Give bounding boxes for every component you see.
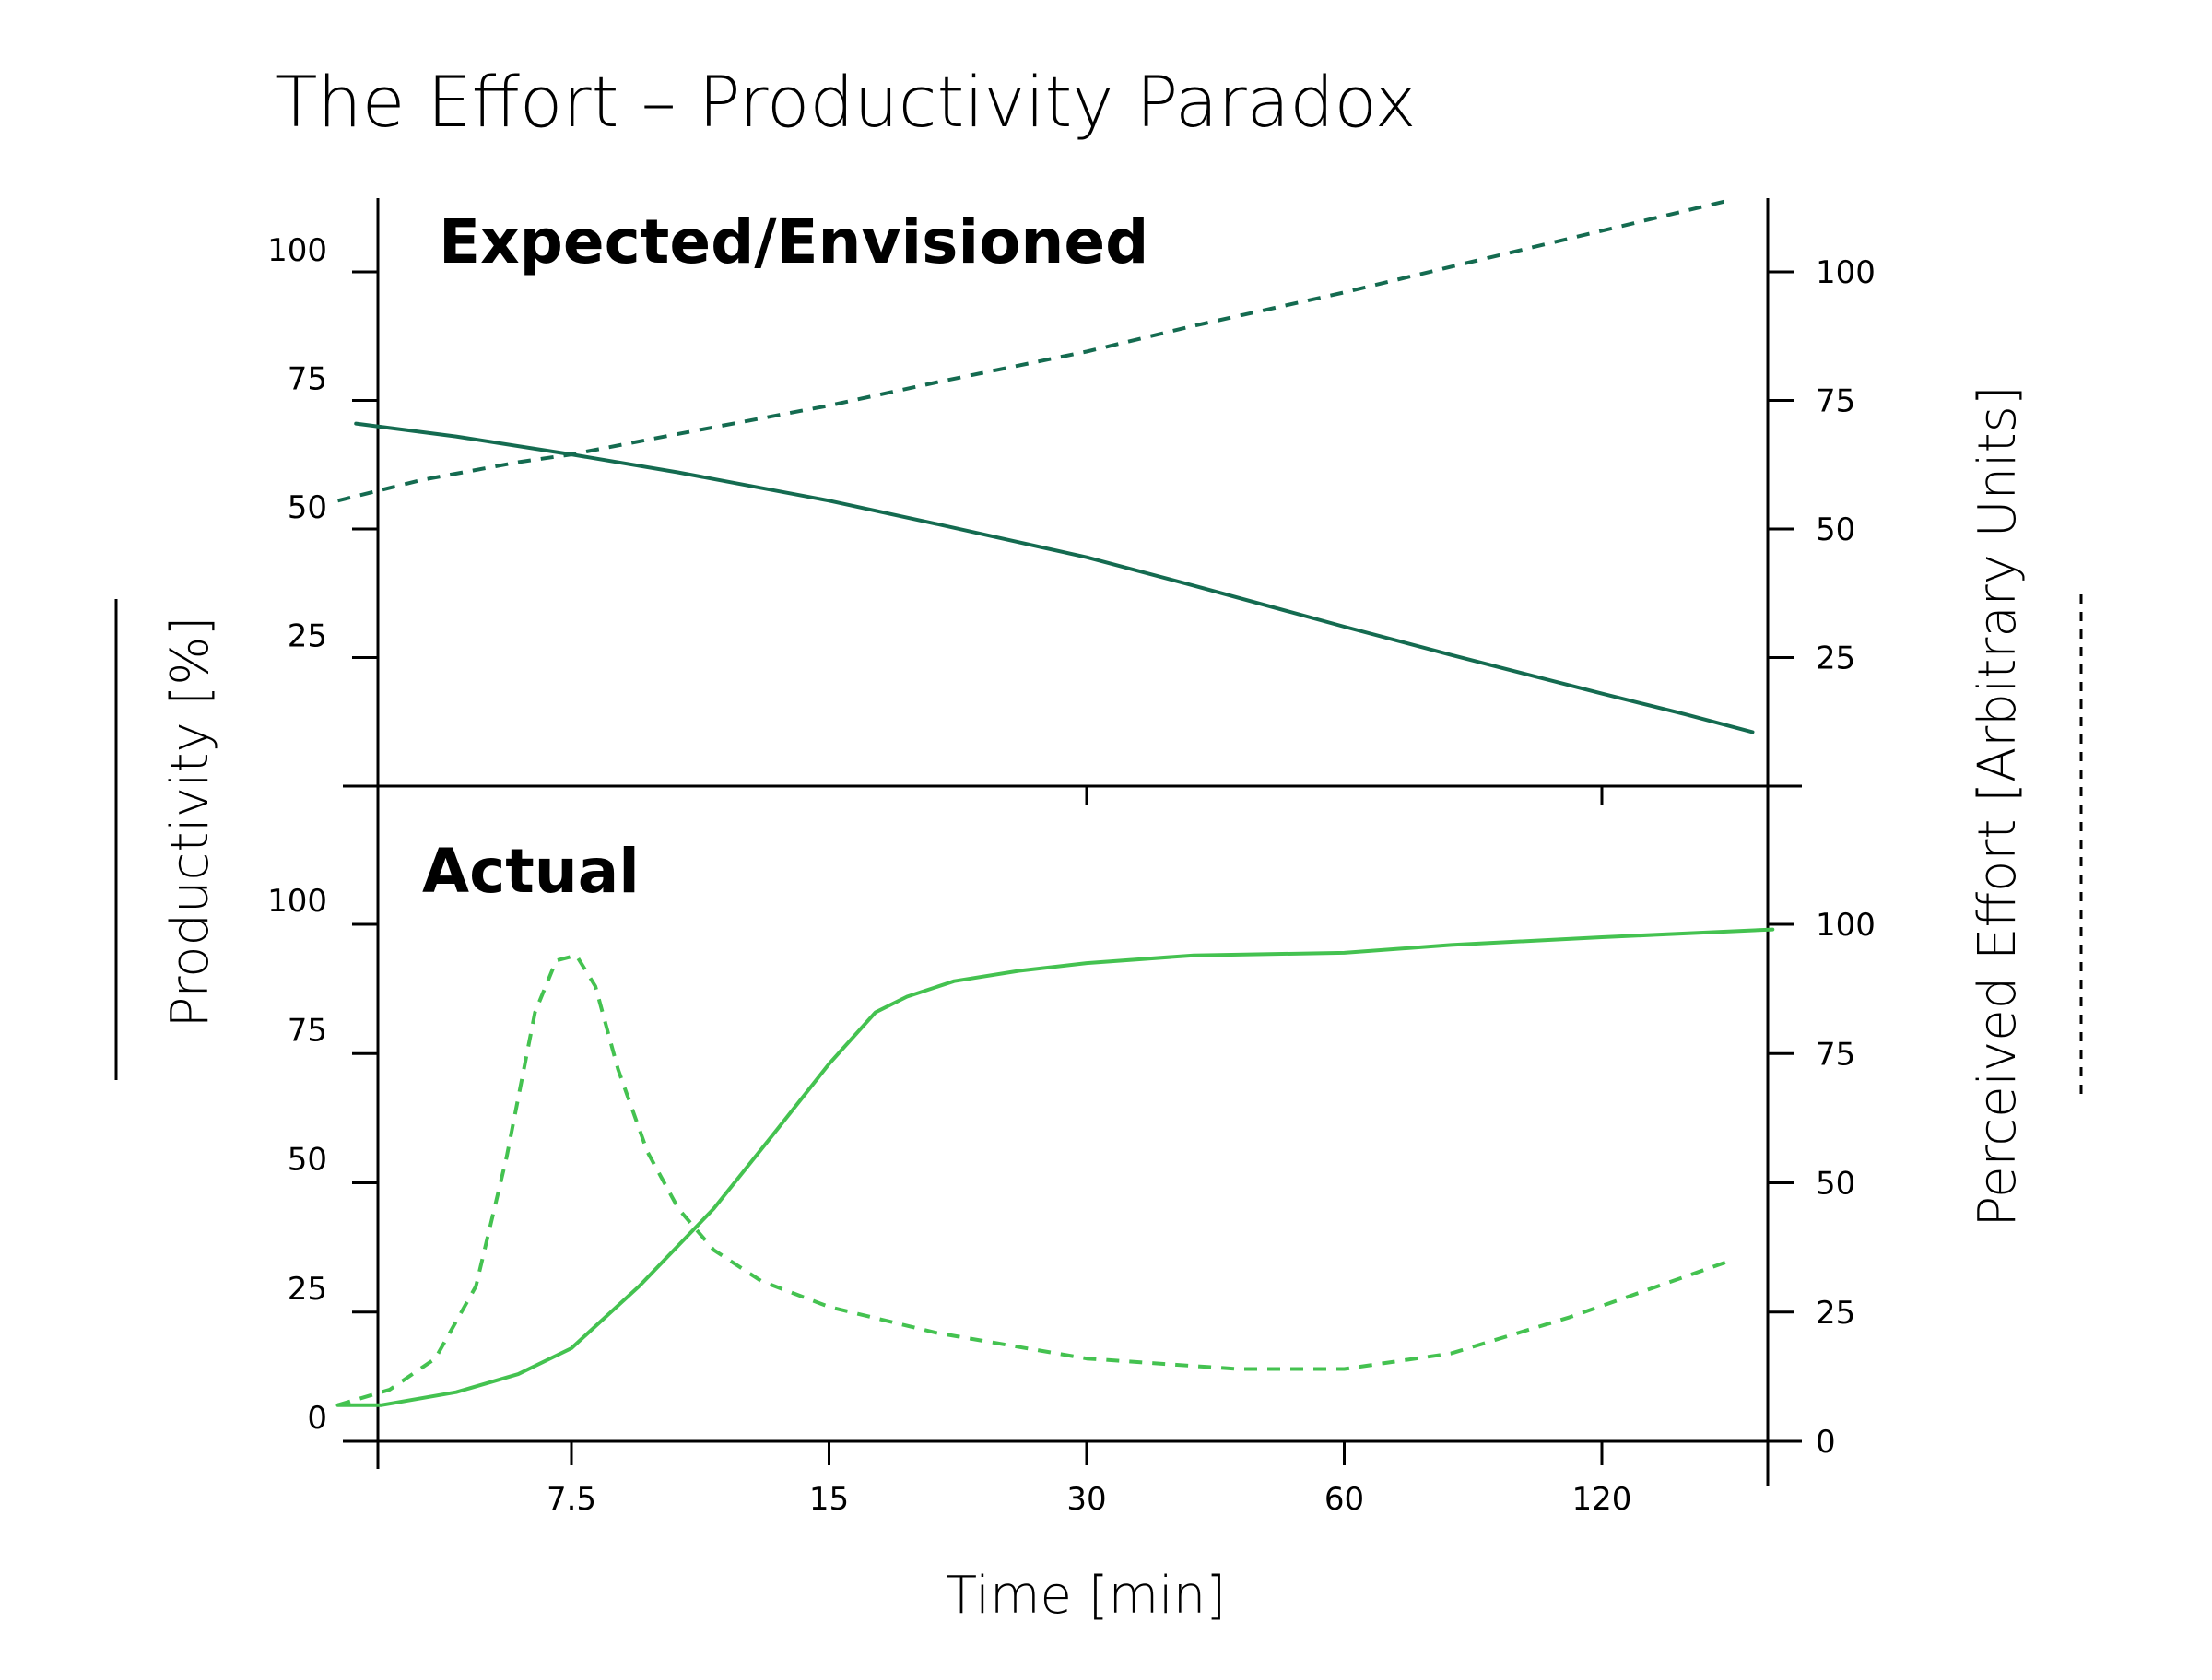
left-axis-title: Productivity [%] [160, 617, 220, 1028]
right-axis-title: Perceived Effort [Arbitrary Units] [1968, 385, 2028, 1227]
left-y-tick-label: 50 [288, 489, 327, 526]
panel-expected: Expected/Envisioned 25 50 75 100 25 50 75 100 [267, 197, 1876, 786]
panel-label: Expected/Envisioned [439, 206, 1148, 277]
panel-actual: Actual 0 25 50 75 100 0 25 50 75 100 [267, 786, 1876, 1461]
x-tick-label: 120 [1572, 1481, 1632, 1518]
series-effort-line [336, 953, 1733, 1407]
left-y-tick-label: 75 [288, 361, 327, 398]
chart-title: The Effort – Productivity Paradox [275, 61, 1417, 143]
right-y-tick-label: 100 [1816, 254, 1876, 291]
x-tick-label: 7.5 [547, 1481, 596, 1518]
left-y-tick-label: 50 [288, 1142, 327, 1179]
x-tick-label: 15 [809, 1481, 849, 1518]
series-productivity-line [335, 927, 1775, 1407]
right-y-tick-label: 50 [1816, 511, 1855, 548]
left-y-tick-label: 0 [307, 1400, 327, 1437]
right-y-tick-label: 50 [1816, 1166, 1855, 1203]
panels: Expected/Envisioned255075100255075100Act… [267, 197, 1876, 1461]
left-y-tick-label: 100 [267, 883, 327, 920]
left-y-tick-label: 75 [288, 1012, 327, 1049]
right-y-tick-label: 100 [1816, 907, 1876, 944]
x-tick-label: 60 [1324, 1481, 1364, 1518]
left-y-tick-label: 25 [288, 618, 327, 655]
right-y-tick-label: 25 [1816, 640, 1855, 677]
left-y-tick-label: 25 [288, 1271, 327, 1308]
left-y-tick-label: 100 [267, 232, 327, 269]
right-y-tick-label: 75 [1816, 383, 1855, 420]
right-y-tick-label: 75 [1816, 1036, 1855, 1073]
right-y-tick-label: 0 [1816, 1424, 1836, 1461]
x-tick-label: 30 [1066, 1481, 1106, 1518]
series-effort-line [337, 197, 1732, 503]
x-axis: 7.5 15 30 60 120 [343, 784, 1802, 1518]
series-productivity-line [354, 421, 1755, 734]
panel-label: Actual [422, 836, 640, 907]
right-y-tick-label: 25 [1816, 1295, 1855, 1332]
x-axis-title: Time [min] [946, 1566, 1226, 1626]
